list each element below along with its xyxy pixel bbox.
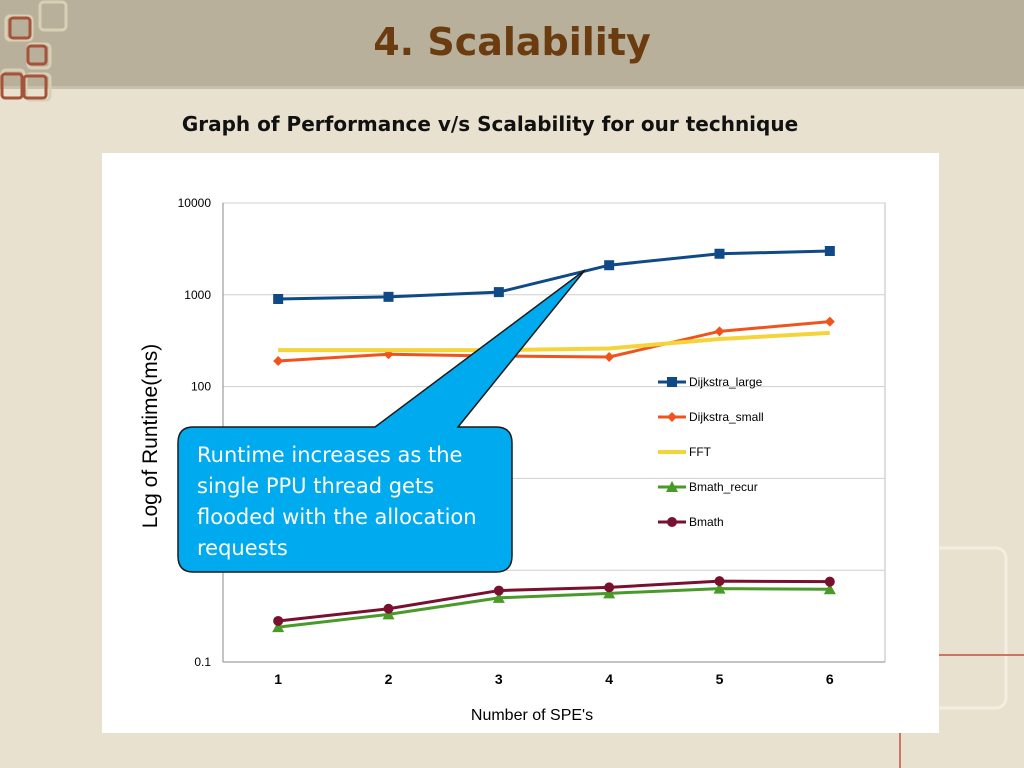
series-bmath — [273, 576, 835, 626]
series-line — [278, 579, 830, 623]
chart-subtitle: Graph of Performance v/s Scalability for… — [181, 112, 799, 136]
y-tick-label: 1000 — [184, 288, 211, 302]
data-point — [493, 585, 504, 596]
decorative-squares — [0, 0, 68, 102]
data-point — [603, 587, 616, 599]
legend-label: Bmath — [689, 515, 724, 529]
series-line — [277, 587, 830, 629]
legend-label: Dijkstra_large — [689, 375, 763, 389]
x-tick-label: 5 — [716, 671, 724, 687]
data-point — [823, 583, 836, 595]
data-point — [714, 576, 725, 587]
slide-title: 4. Scalability — [373, 20, 651, 64]
series-fft — [278, 330, 830, 353]
callout-shape — [177, 269, 586, 573]
data-point — [492, 591, 505, 603]
header-divider — [0, 86, 1024, 89]
data-point — [273, 294, 284, 305]
x-tick-label: 4 — [605, 671, 613, 687]
data-point — [382, 608, 395, 620]
data-point — [824, 576, 835, 587]
x-tick-label: 1 — [274, 671, 282, 687]
x-axis-title: Number of SPE's — [471, 707, 593, 724]
callout-text: Runtime increases as the single PPU thre… — [197, 443, 477, 560]
data-point — [383, 291, 394, 302]
series-dijkstra-large — [273, 246, 835, 305]
legend: Dijkstra_large Dijkstra_small FFT Bmath_rec… — [658, 375, 764, 529]
legend-item: Bmath_recur — [658, 480, 758, 494]
x-tick-label: 6 — [826, 671, 834, 687]
legend-item: Bmath — [658, 515, 724, 529]
data-point — [713, 582, 726, 594]
legend-label: FFT — [689, 445, 712, 459]
data-point — [824, 246, 835, 257]
legend-marker — [666, 481, 678, 492]
series-layer — [272, 246, 836, 633]
y-tick-label: 100 — [191, 380, 211, 394]
data-point — [383, 603, 394, 614]
series-line — [278, 330, 830, 353]
header-band — [0, 0, 1024, 86]
x-tick-labels: 1 2 3 4 5 6 — [274, 671, 834, 687]
data-point — [824, 316, 835, 327]
legend-marker — [667, 412, 677, 422]
x-tick-label: 2 — [385, 671, 393, 687]
legend-label: Dijkstra_small — [689, 410, 764, 424]
series-line — [278, 320, 830, 363]
legend-marker — [667, 377, 677, 387]
data-point — [714, 326, 725, 337]
data-point — [273, 356, 284, 367]
series-bmath-recur — [272, 582, 836, 633]
x-tick-label: 3 — [495, 671, 503, 687]
legend-item: FFT — [658, 445, 712, 459]
y-tick-labels: 10000 1000 100 0.1 — [178, 196, 212, 669]
legend-item: Dijkstra_small — [658, 410, 764, 424]
y-tick-label: 10000 — [178, 196, 212, 210]
data-point — [273, 615, 284, 626]
data-point — [604, 352, 615, 363]
y-axis-title: Log of Runtime(ms) — [139, 344, 162, 528]
data-point — [272, 621, 285, 633]
y-tick-label: 0.1 — [194, 655, 211, 669]
data-point — [604, 582, 615, 593]
legend-item: Dijkstra_large — [658, 375, 763, 389]
data-point — [714, 248, 725, 259]
legend-label: Bmath_recur — [689, 480, 758, 494]
legend-marker — [667, 517, 677, 527]
data-point — [604, 260, 615, 271]
data-point — [493, 287, 504, 298]
series-dijkstra-small — [273, 316, 835, 367]
series-line — [278, 249, 830, 301]
